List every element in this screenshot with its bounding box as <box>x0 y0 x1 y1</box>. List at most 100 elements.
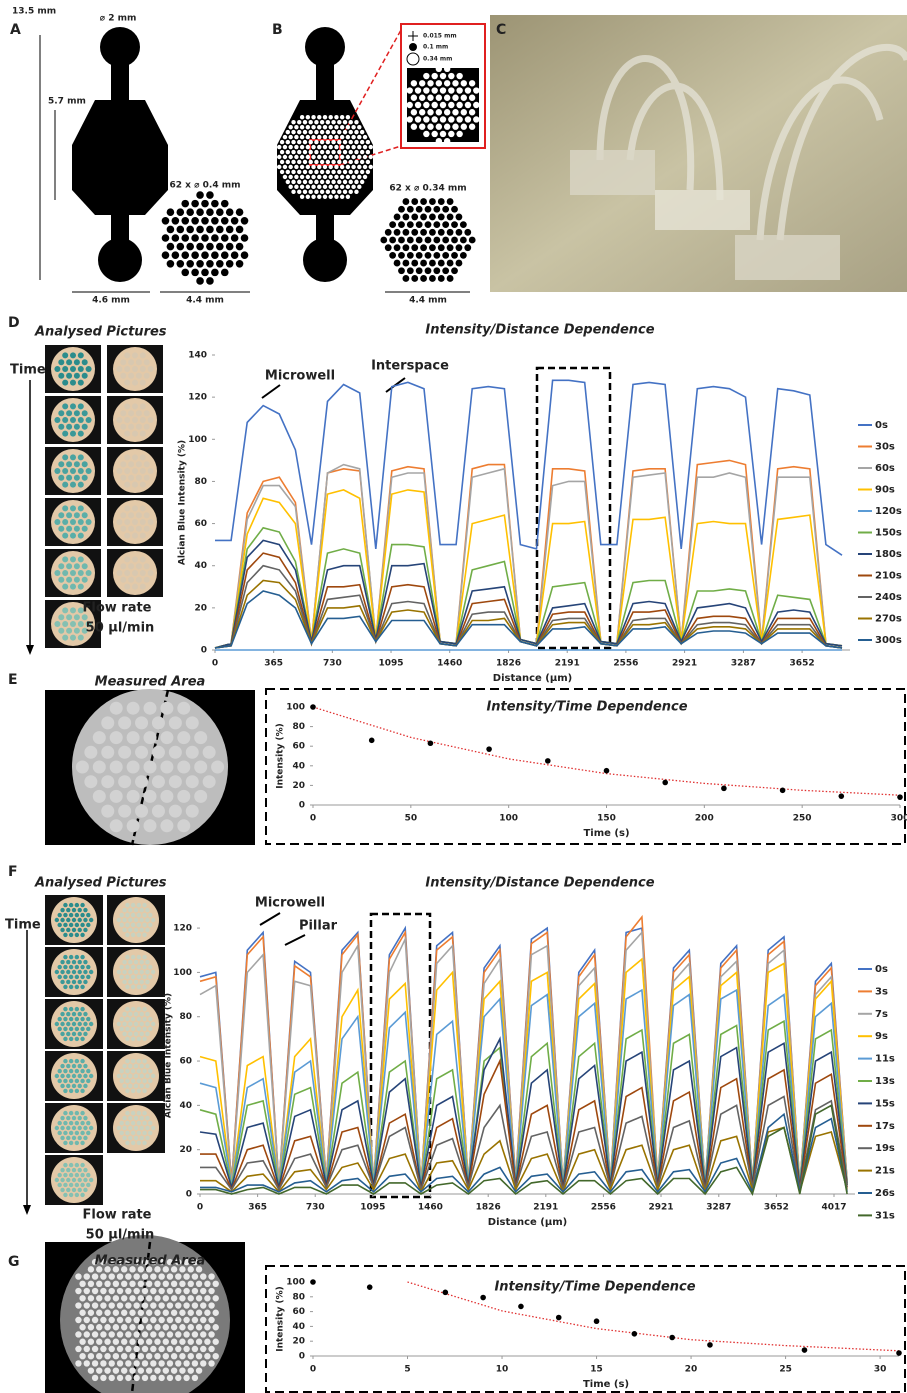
hole <box>72 908 76 912</box>
hole <box>131 1007 135 1011</box>
hole <box>66 960 70 964</box>
hole <box>79 1339 85 1345</box>
hole <box>100 1273 106 1279</box>
hole <box>128 1022 132 1026</box>
hole <box>297 140 301 144</box>
hole <box>226 260 234 268</box>
hole <box>117 1288 123 1294</box>
legend-label: 7s <box>875 1009 888 1020</box>
hole <box>334 135 338 139</box>
hole <box>80 1183 84 1187</box>
hole <box>125 1317 131 1323</box>
hole <box>104 1324 110 1330</box>
hole <box>74 359 80 365</box>
hole <box>69 1017 73 1021</box>
hole <box>121 1310 127 1316</box>
x-tick-label: 4017 <box>821 1203 846 1213</box>
hole <box>403 229 410 236</box>
hole <box>60 908 64 912</box>
hole <box>134 1126 138 1130</box>
hole <box>134 980 138 984</box>
hole <box>167 1302 173 1308</box>
hole <box>200 1360 206 1366</box>
hole <box>58 424 64 430</box>
hole <box>83 1012 87 1016</box>
hole <box>66 563 72 569</box>
hole <box>69 913 73 917</box>
hole <box>136 475 142 481</box>
hole <box>100 1317 106 1323</box>
hole <box>60 1064 64 1068</box>
hole <box>83 980 87 984</box>
hole <box>63 903 67 907</box>
hole <box>125 1331 131 1337</box>
hole <box>314 180 318 184</box>
hole <box>80 1193 84 1197</box>
hole <box>196 1324 202 1330</box>
hole <box>69 1141 73 1145</box>
point <box>721 786 727 792</box>
hole <box>179 1339 185 1345</box>
hole <box>86 1079 90 1083</box>
hole <box>138 1367 144 1373</box>
hole <box>66 1074 70 1078</box>
hole <box>124 584 130 590</box>
hole <box>92 1375 98 1381</box>
hole <box>226 208 234 216</box>
hole <box>148 468 154 474</box>
hole <box>179 1353 185 1359</box>
hole <box>58 1183 62 1187</box>
hole <box>146 1324 152 1330</box>
hole <box>140 403 146 409</box>
hole <box>134 1116 138 1120</box>
hole <box>132 556 138 562</box>
hole <box>140 366 146 372</box>
hole <box>131 985 135 989</box>
hole <box>186 260 194 268</box>
hole <box>78 584 84 590</box>
legend-label: 3s <box>875 986 888 997</box>
hole <box>380 237 387 244</box>
hole <box>320 190 324 194</box>
hole <box>196 1281 202 1287</box>
hole <box>420 275 427 282</box>
hole <box>326 180 330 184</box>
y-tick-label: 60 <box>292 742 305 752</box>
hole <box>311 175 315 179</box>
hole <box>447 275 454 282</box>
hole <box>306 115 310 119</box>
hole <box>93 731 106 744</box>
hole <box>144 761 157 774</box>
hole <box>200 1288 206 1294</box>
hole <box>125 933 129 937</box>
hole <box>351 135 355 139</box>
hole <box>117 1360 123 1366</box>
hole <box>125 975 129 979</box>
hole <box>66 1178 70 1182</box>
hole <box>116 468 122 474</box>
hole <box>311 145 315 149</box>
hole <box>128 1012 132 1016</box>
hole <box>66 373 72 379</box>
hole <box>331 160 335 164</box>
hole <box>132 505 138 511</box>
hole <box>144 475 150 481</box>
hole <box>60 1188 64 1192</box>
hole <box>179 1367 185 1373</box>
panel-label: B <box>272 22 283 38</box>
hole <box>221 269 229 277</box>
hole <box>127 819 140 832</box>
hole <box>213 1353 219 1359</box>
hole <box>142 1027 146 1031</box>
photo <box>490 15 907 292</box>
hole <box>140 352 146 358</box>
hole <box>337 160 341 164</box>
hole <box>63 1111 67 1115</box>
point <box>897 794 903 800</box>
hole <box>294 135 298 139</box>
hole <box>120 475 126 481</box>
hole <box>72 918 76 922</box>
hole <box>314 160 318 164</box>
hole <box>140 533 146 539</box>
hole <box>451 206 458 213</box>
